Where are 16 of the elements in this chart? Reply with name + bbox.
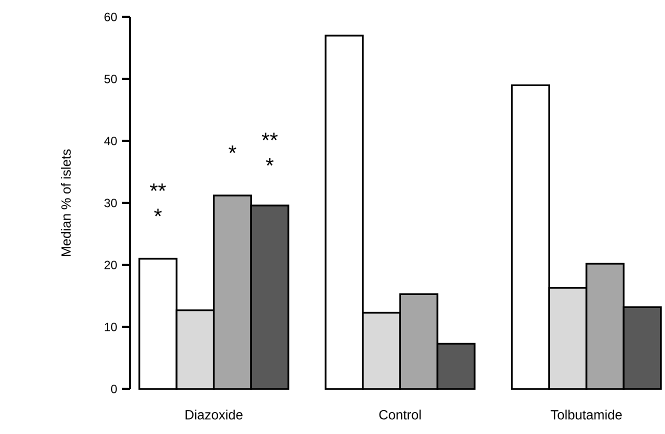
y-axis-title: Median % of islets xyxy=(61,149,71,256)
annotation: * xyxy=(266,158,274,166)
x-tick-label: Tolbutamide xyxy=(550,410,622,420)
annotation: ** xyxy=(262,132,278,140)
y-tick-label: 10 xyxy=(104,322,117,332)
x-tick-label: Diazoxide xyxy=(186,410,242,420)
annotation: * xyxy=(154,208,162,216)
x-tick-label: Control xyxy=(379,410,421,420)
annotation: ** xyxy=(150,183,166,191)
y-tick-label: 30 xyxy=(104,198,117,208)
y-tick-label: 40 xyxy=(104,136,117,146)
annotation: * xyxy=(228,146,236,154)
y-tick-label: 20 xyxy=(104,260,117,270)
y-tick-label: 50 xyxy=(104,74,117,84)
y-tick-label: 0 xyxy=(111,384,117,394)
y-tick-label: 60 xyxy=(104,12,117,22)
